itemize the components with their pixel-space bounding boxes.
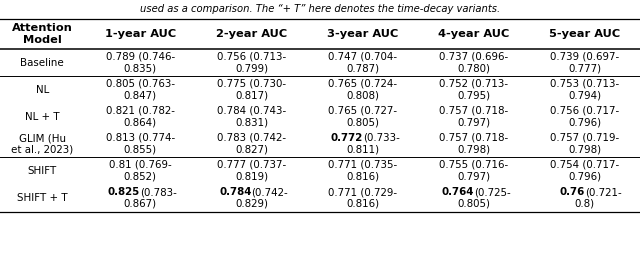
Text: 0.81 (0.769-: 0.81 (0.769- <box>109 160 172 170</box>
Text: 0.757 (0.718-: 0.757 (0.718- <box>439 133 509 143</box>
Text: 0.816): 0.816) <box>346 199 380 209</box>
Text: 0.752 (0.713-: 0.752 (0.713- <box>439 79 509 89</box>
Text: 0.835): 0.835) <box>124 63 157 74</box>
Text: 0.821 (0.782-: 0.821 (0.782- <box>106 106 175 116</box>
Text: 0.764(0.725-: 0.764(0.725- <box>441 187 507 197</box>
Text: 0.799): 0.799) <box>235 63 268 74</box>
Text: 0.783 (0.742-: 0.783 (0.742- <box>217 133 286 143</box>
Text: 0.739 (0.697-: 0.739 (0.697- <box>550 52 620 62</box>
Text: GLIM (Hu
et al., 2023): GLIM (Hu et al., 2023) <box>11 133 74 155</box>
Text: 0.829): 0.829) <box>235 199 268 209</box>
Text: 0.816): 0.816) <box>346 172 380 182</box>
Text: 0.798): 0.798) <box>568 145 601 155</box>
Text: 0.765 (0.724-: 0.765 (0.724- <box>328 79 397 89</box>
Text: 0.827): 0.827) <box>235 145 268 155</box>
Text: 0.813 (0.774-: 0.813 (0.774- <box>106 133 175 143</box>
Text: 0.867): 0.867) <box>124 199 157 209</box>
Text: 0.753 (0.713-: 0.753 (0.713- <box>550 79 620 89</box>
Text: 0.756 (0.713-: 0.756 (0.713- <box>217 52 286 62</box>
Text: 0.819): 0.819) <box>235 172 268 182</box>
Text: 0.765 (0.727-: 0.765 (0.727- <box>328 106 397 116</box>
Text: 0.772(0.733-: 0.772(0.733- <box>330 133 396 143</box>
Text: 0.737 (0.696-: 0.737 (0.696- <box>439 52 509 62</box>
Text: 0.855): 0.855) <box>124 145 157 155</box>
Text: 0.864): 0.864) <box>124 118 157 128</box>
Text: 0.805): 0.805) <box>458 199 490 209</box>
Text: 0.797): 0.797) <box>458 172 490 182</box>
Text: 0.755 (0.716-: 0.755 (0.716- <box>439 160 509 170</box>
Text: 1-year AUC: 1-year AUC <box>104 29 176 39</box>
Text: 0.796): 0.796) <box>568 172 601 182</box>
Text: (0.742-: (0.742- <box>252 187 288 197</box>
Text: Baseline: Baseline <box>20 58 64 68</box>
Text: used as a comparison. The “+ T” here denotes the time-decay variants.: used as a comparison. The “+ T” here den… <box>140 4 500 14</box>
Text: 3-year AUC: 3-year AUC <box>327 29 399 39</box>
Text: 0.852): 0.852) <box>124 172 157 182</box>
Text: 0.784 (0.743-: 0.784 (0.743- <box>217 106 286 116</box>
Text: 0.771 (0.735-: 0.771 (0.735- <box>328 160 397 170</box>
Text: 0.825(0.783-: 0.825(0.783- <box>108 187 173 197</box>
Text: 0.76: 0.76 <box>559 187 585 197</box>
Text: 0.795): 0.795) <box>458 91 490 101</box>
Text: 0.789 (0.746-: 0.789 (0.746- <box>106 52 175 62</box>
Text: (0.721-: (0.721- <box>585 187 621 197</box>
Text: SHIFT + T: SHIFT + T <box>17 193 68 203</box>
Text: 0.847): 0.847) <box>124 91 157 101</box>
Text: 0.775 (0.730-: 0.775 (0.730- <box>217 79 286 89</box>
Text: NL: NL <box>36 85 49 95</box>
Text: 0.825: 0.825 <box>108 187 140 197</box>
Text: 0.811): 0.811) <box>346 145 380 155</box>
Text: 0.805 (0.763-: 0.805 (0.763- <box>106 79 175 89</box>
Text: (0.733-: (0.733- <box>363 133 400 143</box>
Text: 4-year AUC: 4-year AUC <box>438 29 509 39</box>
Text: SHIFT: SHIFT <box>28 166 57 176</box>
Text: 0.780): 0.780) <box>458 63 490 74</box>
Text: 5-year AUC: 5-year AUC <box>549 29 620 39</box>
Text: (0.725-: (0.725- <box>474 187 511 197</box>
Text: (0.783-: (0.783- <box>140 187 177 197</box>
Text: 0.787): 0.787) <box>346 63 380 74</box>
Text: NL + T: NL + T <box>25 112 60 122</box>
Text: 0.757 (0.719-: 0.757 (0.719- <box>550 133 620 143</box>
Text: 0.777): 0.777) <box>568 63 601 74</box>
Text: 0.756 (0.717-: 0.756 (0.717- <box>550 106 620 116</box>
Text: 0.808): 0.808) <box>346 91 380 101</box>
Text: 0.8): 0.8) <box>575 199 595 209</box>
Text: 0.764: 0.764 <box>442 187 474 197</box>
Text: 0.805): 0.805) <box>346 118 380 128</box>
Text: 2-year AUC: 2-year AUC <box>216 29 287 39</box>
Text: 0.784(0.742-: 0.784(0.742- <box>219 187 284 197</box>
Text: 0.754 (0.717-: 0.754 (0.717- <box>550 160 620 170</box>
Text: 0.817): 0.817) <box>235 91 268 101</box>
Text: 0.796): 0.796) <box>568 118 601 128</box>
Text: 0.794): 0.794) <box>568 91 601 101</box>
Text: 0.777 (0.737-: 0.777 (0.737- <box>217 160 286 170</box>
Text: 0.771 (0.729-: 0.771 (0.729- <box>328 187 397 197</box>
Text: 0.784: 0.784 <box>219 187 252 197</box>
Text: Attention
Model: Attention Model <box>12 23 73 45</box>
Text: 0.772: 0.772 <box>331 133 363 143</box>
Text: 0.76(0.721-: 0.76(0.721- <box>555 187 614 197</box>
Text: 0.747 (0.704-: 0.747 (0.704- <box>328 52 397 62</box>
Text: 0.831): 0.831) <box>235 118 268 128</box>
Text: 0.798): 0.798) <box>458 145 490 155</box>
Text: 0.797): 0.797) <box>458 118 490 128</box>
Text: 0.757 (0.718-: 0.757 (0.718- <box>439 106 509 116</box>
